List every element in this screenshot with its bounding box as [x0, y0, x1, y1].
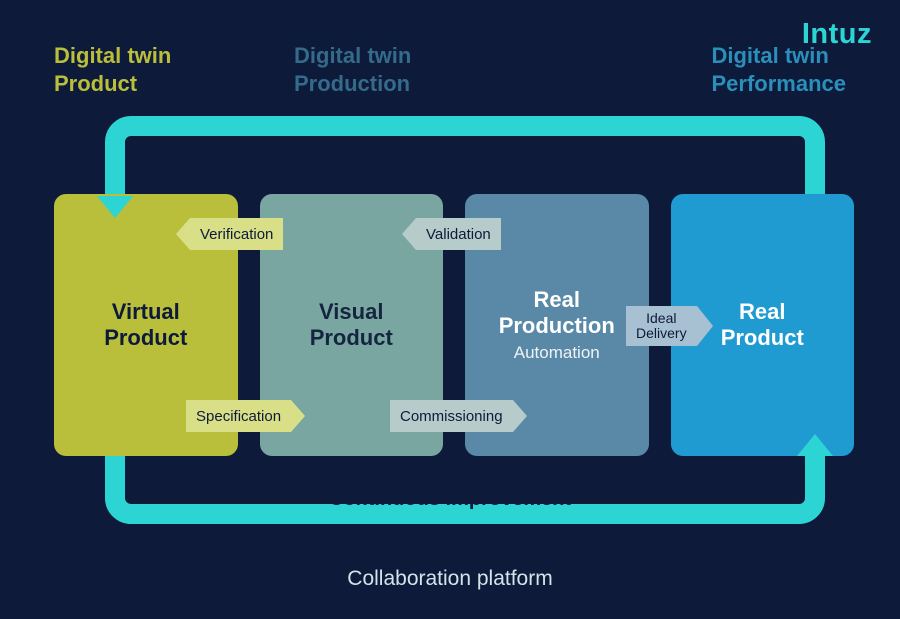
- card-title: Virtual Product: [104, 299, 187, 352]
- loop-label-top: Insight from performance: [0, 134, 900, 157]
- tag-verification: Verification: [190, 218, 283, 250]
- tag-label: Validation: [426, 226, 491, 243]
- arrowhead-from-real: [797, 434, 833, 456]
- card-title: Real Production: [499, 287, 615, 340]
- tag-ideal-delivery: Ideal Delivery: [626, 306, 697, 346]
- tag-commissioning: Commissioning: [390, 400, 513, 432]
- header-production: Digital twin Production: [294, 42, 574, 97]
- header-labels: Digital twin Product Digital twin Produc…: [54, 42, 846, 97]
- card-title: Real Product: [721, 299, 804, 352]
- header-product: Digital twin Product: [54, 42, 294, 97]
- header-performance: Digital twin Performance: [711, 42, 846, 97]
- tag-validation: Validation: [416, 218, 501, 250]
- header-line1: Digital twin: [294, 42, 574, 70]
- tag-label: Verification: [200, 226, 273, 243]
- card-title: Visual Product: [310, 299, 393, 352]
- caption: Collaboration platform: [0, 567, 900, 591]
- loop-label-bottom: Continuous improvement: [0, 488, 900, 511]
- card-subtitle: Automation: [514, 343, 600, 363]
- header-line1: Digital twin: [711, 42, 846, 70]
- tag-label: Commissioning: [400, 408, 503, 425]
- tag-label: Specification: [196, 408, 281, 425]
- header-line1: Digital twin: [54, 42, 294, 70]
- arrowhead-into-virtual: [97, 196, 133, 218]
- header-line2: Performance: [711, 70, 846, 98]
- tag-specification: Specification: [186, 400, 291, 432]
- header-line2: Production: [294, 70, 574, 98]
- header-line2: Product: [54, 70, 294, 98]
- tag-label: Ideal Delivery: [636, 311, 687, 340]
